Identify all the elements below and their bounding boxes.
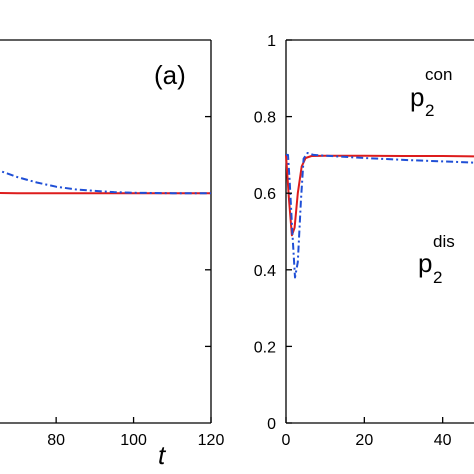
x-tick-label: 0 [282, 432, 291, 449]
panel-a-x-ticks: 80 100 120 [47, 417, 224, 449]
dash-dot-series-line [0, 169, 211, 195]
annotation-con-base: p [410, 82, 424, 112]
annotation-dis-base: p [418, 248, 432, 278]
x-tick-label: 40 [434, 432, 452, 449]
panel-a: 80 100 120 (a) t [0, 39, 224, 470]
y-tick-label: 0.4 [254, 263, 276, 280]
y-tick-label: 0 [267, 416, 276, 433]
panel-b-y-ticks: 0 0.2 0.4 0.6 0.8 1 [254, 33, 292, 433]
x-tick-label: 20 [355, 432, 373, 449]
panel-b-series [285, 152, 474, 279]
annotation-dis-sub: 2 [433, 268, 442, 287]
x-tick-label: 120 [198, 432, 225, 449]
x-tick-label: 100 [120, 432, 147, 449]
y-tick-label: 0.6 [254, 186, 276, 203]
panel-b-x-ticks: 0 20 40 [282, 417, 452, 449]
panel-a-axes [0, 39, 212, 424]
y-tick-label: 0.8 [254, 110, 276, 127]
annotation-p2-dis: p [418, 248, 432, 278]
panel-b: 0 20 40 0 0.2 0.4 0.6 0.8 1 p 2 con p 2 dis [254, 33, 474, 449]
annotation-con-sub: 2 [425, 101, 434, 120]
y-tick-label: 0.2 [254, 339, 276, 356]
solid-series-line [285, 154, 474, 237]
x-tick-label: 80 [47, 432, 65, 449]
panel-a-label: (a) [154, 60, 186, 90]
panel-a-series [0, 169, 211, 195]
annotation-p2-con: p [410, 82, 424, 112]
annotation-con-sup: con [425, 65, 452, 84]
annotation-dis-sup: dis [433, 232, 455, 251]
panel-a-x-axis-label: t [158, 440, 167, 470]
y-tick-label: 1 [267, 33, 276, 50]
dash-dot-series-line [286, 152, 474, 279]
